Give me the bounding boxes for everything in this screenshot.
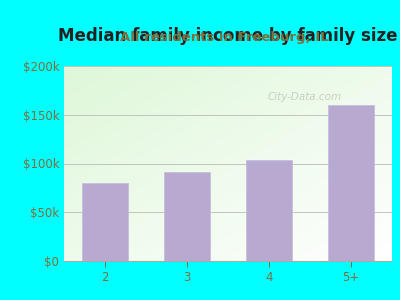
- Text: City-Data.com: City-Data.com: [267, 92, 342, 102]
- Title: Median family income by family size: Median family income by family size: [58, 27, 398, 45]
- Bar: [164, 172, 210, 261]
- Bar: [82, 183, 128, 261]
- Bar: [246, 160, 292, 261]
- Bar: [328, 105, 374, 261]
- Text: All residents in Freeburg, IL: All residents in Freeburg, IL: [120, 32, 328, 44]
